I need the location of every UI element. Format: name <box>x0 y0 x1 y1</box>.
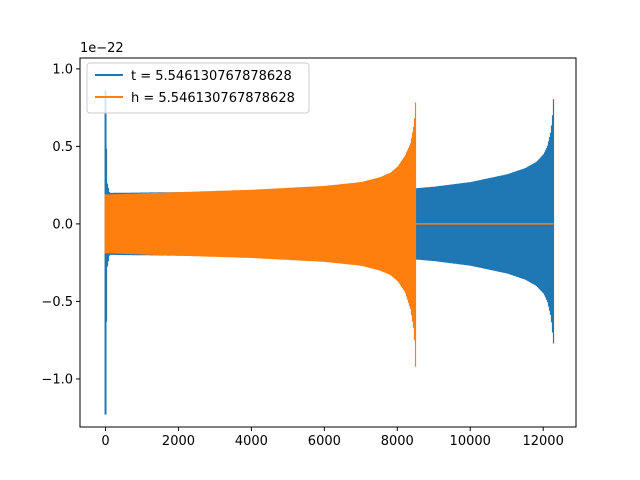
y-axis-scale-label: 1e−22 <box>80 41 124 56</box>
y-tick-label: 0.5 <box>52 140 73 155</box>
legend: t = 5.546130767878628 h = 5.546130767878… <box>86 62 310 114</box>
x-tick-label: 4000 <box>235 434 268 449</box>
series-layer <box>104 90 555 415</box>
x-tick-label: 10000 <box>450 434 491 449</box>
y-tick-label: 0.0 <box>52 217 73 232</box>
legend-frame <box>86 62 310 114</box>
series-h <box>104 102 554 367</box>
y-tick-label: −1.0 <box>41 372 73 387</box>
axes-frame <box>79 57 577 428</box>
x-tick-label: 0 <box>101 434 109 449</box>
y-tick-label: 1.0 <box>52 62 73 77</box>
x-tick-label: 12000 <box>522 434 563 449</box>
x-tick-label: 2000 <box>162 434 195 449</box>
y-tick-label: −0.5 <box>41 295 73 310</box>
legend-label-h: h = 5.546130767878628 <box>131 91 295 106</box>
x-tick-label: 6000 <box>308 434 341 449</box>
legend-label-t: t = 5.546130767878628 <box>131 69 292 84</box>
x-tick-label: 8000 <box>381 434 414 449</box>
axes: 0 2000 4000 6000 8000 10000 12000 −1.0 −0.5 0.0 0.… <box>41 57 577 449</box>
